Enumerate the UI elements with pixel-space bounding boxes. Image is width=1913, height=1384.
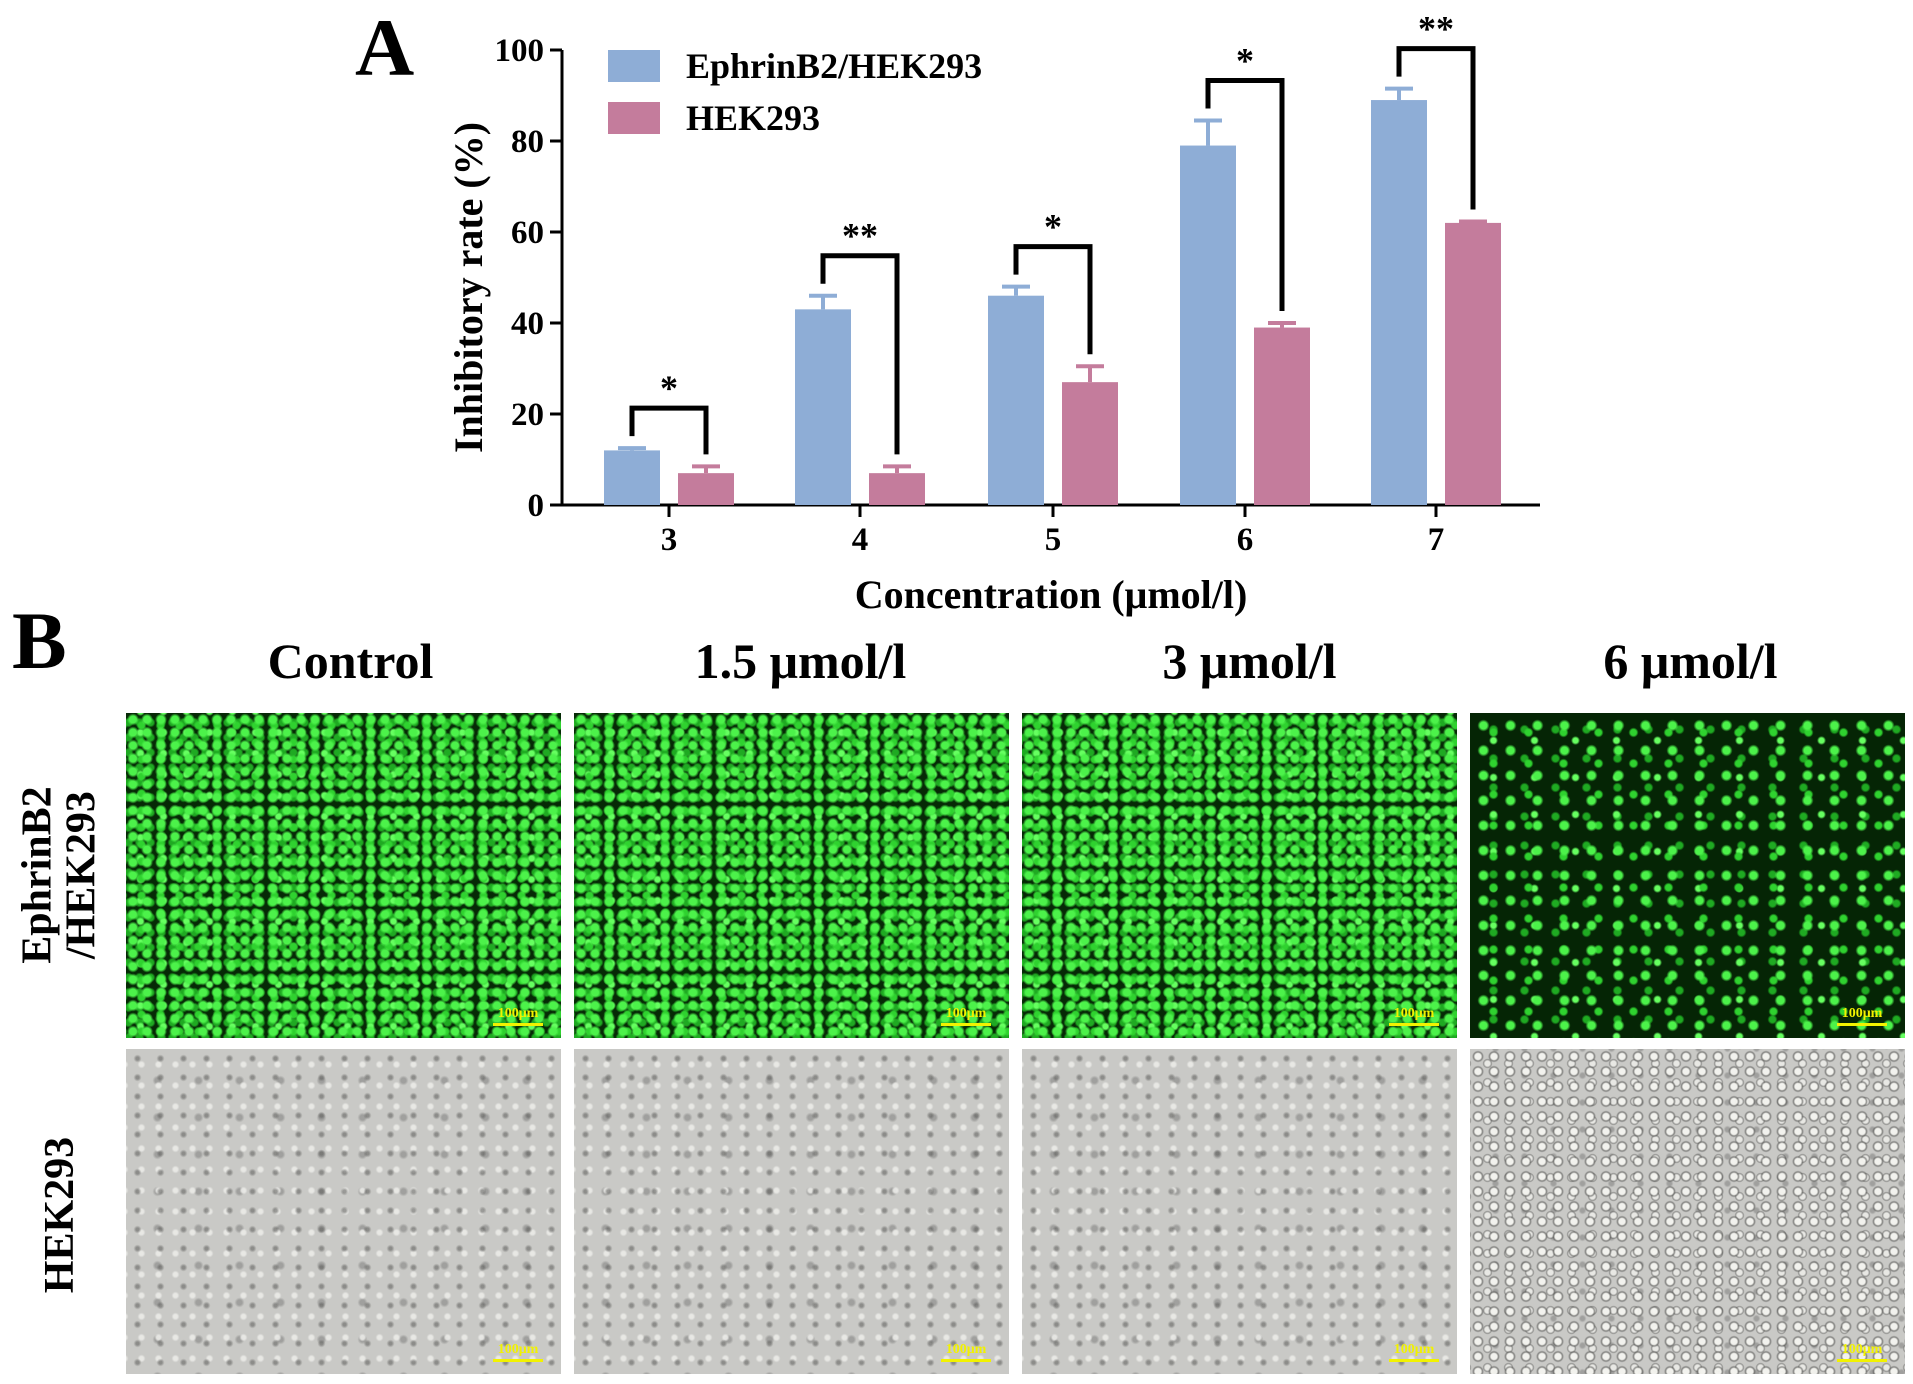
bar: [988, 295, 1044, 505]
brightfield-image-1-5: 100μm: [574, 1049, 1009, 1374]
x-tick-label: 6: [1237, 522, 1254, 558]
brightfield-image-control: 100μm: [126, 1049, 561, 1374]
bar: [795, 309, 851, 505]
column-header-1-5: 1.5 μmol/l: [694, 633, 907, 689]
chart-legend: EphrinB2/HEK293 HEK293: [608, 46, 982, 138]
significance-bracket: [629, 405, 709, 455]
significance-bracket: [820, 253, 900, 455]
significance-label: *: [1236, 41, 1254, 81]
y-tick-label: 20: [511, 397, 544, 433]
legend-label: HEK293: [686, 98, 820, 138]
scale-bar: 100μm: [493, 1007, 543, 1026]
bar: [1254, 327, 1310, 505]
row-label-line1: EphrinB2: [14, 786, 61, 964]
scale-bar: 100μm: [493, 1343, 543, 1362]
significance-bracket: [1205, 78, 1285, 311]
significance-label: *: [660, 368, 678, 408]
bar: [678, 473, 734, 505]
row-label-ephrinb2: EphrinB2/HEK293: [0, 710, 120, 1040]
scale-bar: 100μm: [941, 1343, 991, 1362]
bar: [1371, 100, 1427, 506]
fluorescence-image-6: 100μm: [1470, 713, 1905, 1038]
panel-b-label: B: [12, 595, 67, 686]
bar: [1445, 222, 1501, 505]
row-label-line2: /HEK293: [59, 790, 106, 960]
bar: [869, 473, 925, 505]
brightfield-image-3: 100μm: [1022, 1049, 1457, 1374]
column-header-control: Control: [267, 633, 434, 689]
x-axis-title: Concentration (μmol/l): [855, 572, 1248, 617]
legend-label: EphrinB2/HEK293: [686, 46, 982, 86]
bar: [604, 450, 660, 505]
fluorescence-image-3: 100μm: [1022, 713, 1457, 1038]
y-axis-title: Inhibitory rate (%): [446, 122, 491, 453]
row-label-hek293: HEK293: [0, 1050, 120, 1380]
y-tick-label: 80: [511, 124, 544, 160]
significance-label: **: [1418, 9, 1454, 49]
scale-bar: 100μm: [1837, 1007, 1887, 1026]
legend-swatch: [608, 50, 660, 82]
x-tick-label: 7: [1428, 522, 1445, 558]
x-tick-label: 4: [852, 522, 869, 558]
y-tick-label: 60: [511, 215, 544, 251]
scale-bar: 100μm: [1389, 1007, 1439, 1026]
significance-label: *: [1044, 207, 1062, 247]
y-tick-label: 0: [528, 488, 545, 524]
fluorescence-image-1-5: 100μm: [574, 713, 1009, 1038]
column-header-6: 6 μmol/l: [1603, 633, 1778, 689]
significance-bracket: [1013, 244, 1093, 355]
y-tick-label: 100: [495, 33, 545, 69]
column-header-3: 3 μmol/l: [1162, 633, 1337, 689]
legend-swatch: [608, 102, 660, 134]
y-tick-label: 40: [511, 306, 544, 342]
fluorescence-image-control: 100μm: [126, 713, 561, 1038]
panel-a-label: A: [355, 2, 414, 93]
bar: [1062, 382, 1118, 505]
scale-bar: 100μm: [1389, 1343, 1439, 1362]
x-tick-label: 5: [1045, 522, 1062, 558]
brightfield-image-6: 100μm: [1470, 1049, 1905, 1374]
scale-bar: 100μm: [941, 1007, 991, 1026]
row-label-line1: HEK293: [36, 1136, 83, 1294]
scale-bar: 100μm: [1837, 1343, 1887, 1362]
significance-bracket: [1396, 46, 1476, 210]
x-tick-label: 3: [661, 522, 678, 558]
chart-bars: [604, 86, 1501, 506]
significance-markers: *** ****: [629, 9, 1476, 455]
significance-label: **: [842, 216, 878, 256]
bar-chart: A 0 20 40 60 80 100 3 4 5 6 7 Concentration (μmol/l…: [355, 2, 1540, 617]
bar: [1180, 145, 1236, 506]
chart-axes: 0 20 40 60 80 100 3 4 5 6 7 Concentration (μmol/l) I…: [446, 33, 1540, 617]
